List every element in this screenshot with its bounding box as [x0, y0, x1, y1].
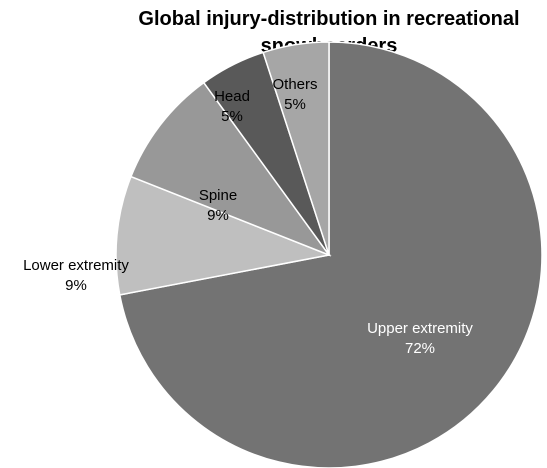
slice-value-label: 5%: [221, 108, 243, 125]
slice-value-label: 9%: [65, 277, 87, 294]
slice-category-label: Others: [272, 76, 317, 93]
pie-slice-others: [262, 41, 330, 256]
slice-category-label: Upper extremity: [367, 320, 473, 337]
slice-value-label: 5%: [284, 96, 306, 113]
slice-value-label: 72%: [405, 340, 435, 357]
pie-labels: Upper extremity 72% Lower extremity 9% Spine…: [23, 76, 473, 357]
slice-category-label: Spine: [199, 187, 237, 204]
slice-category-label: Head: [214, 88, 250, 105]
pie-slices: [115, 41, 543, 468]
slice-category-label: Lower extremity: [23, 257, 129, 274]
pie-slice-lower-extremity: [115, 175, 332, 296]
pie-slice-spine: [129, 81, 332, 257]
slice-value-label: 9%: [207, 207, 229, 224]
chart-title-line-1: Global injury-distribution in recreation…: [138, 8, 519, 30]
